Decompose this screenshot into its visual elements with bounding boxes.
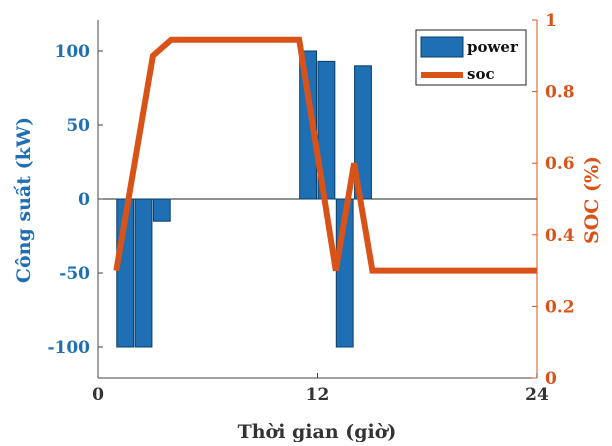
- x-tick-label: 0: [92, 385, 104, 405]
- left-y-axis-label: Công suất (kW): [13, 117, 35, 283]
- left-y-tick-label: -100: [47, 338, 90, 358]
- left-y-tick-label: -50: [59, 264, 90, 284]
- right-y-tick-label: 0: [545, 369, 557, 389]
- soc-line: [113, 36, 537, 274]
- right-y-tick-label: 0.2: [545, 297, 575, 317]
- legend-power-label: power: [467, 38, 519, 56]
- tick-labels-layer: 0 12 24 100 50 0 -50 -100 1 0.8 0.6 0.4 0.2 0: [47, 11, 574, 405]
- power-bar: [134, 198, 153, 348]
- legend-power-swatch: [420, 36, 464, 58]
- x-tick-label: 24: [525, 385, 549, 405]
- right-y-tick-label: 0.4: [545, 226, 575, 246]
- left-y-tick-label: 0: [78, 190, 90, 210]
- right-y-tick-label: 0.6: [545, 154, 575, 174]
- axes-layer: [97, 19, 538, 379]
- x-tick-label: 12: [306, 385, 330, 405]
- left-y-tick-label: 50: [66, 116, 90, 136]
- legend-soc-label: soc: [467, 65, 495, 83]
- right-y-tick-label: 1: [545, 11, 557, 31]
- right-y-axis-label: SOC (%): [581, 156, 603, 244]
- right-y-tick-label: 0.8: [545, 83, 575, 103]
- power-bar: [152, 198, 171, 222]
- left-y-tick-label: 100: [55, 42, 91, 62]
- soc-line-layer: [113, 36, 537, 274]
- x-axis-label: Thời gian (giờ): [238, 421, 397, 442]
- legend: power soc: [415, 29, 527, 86]
